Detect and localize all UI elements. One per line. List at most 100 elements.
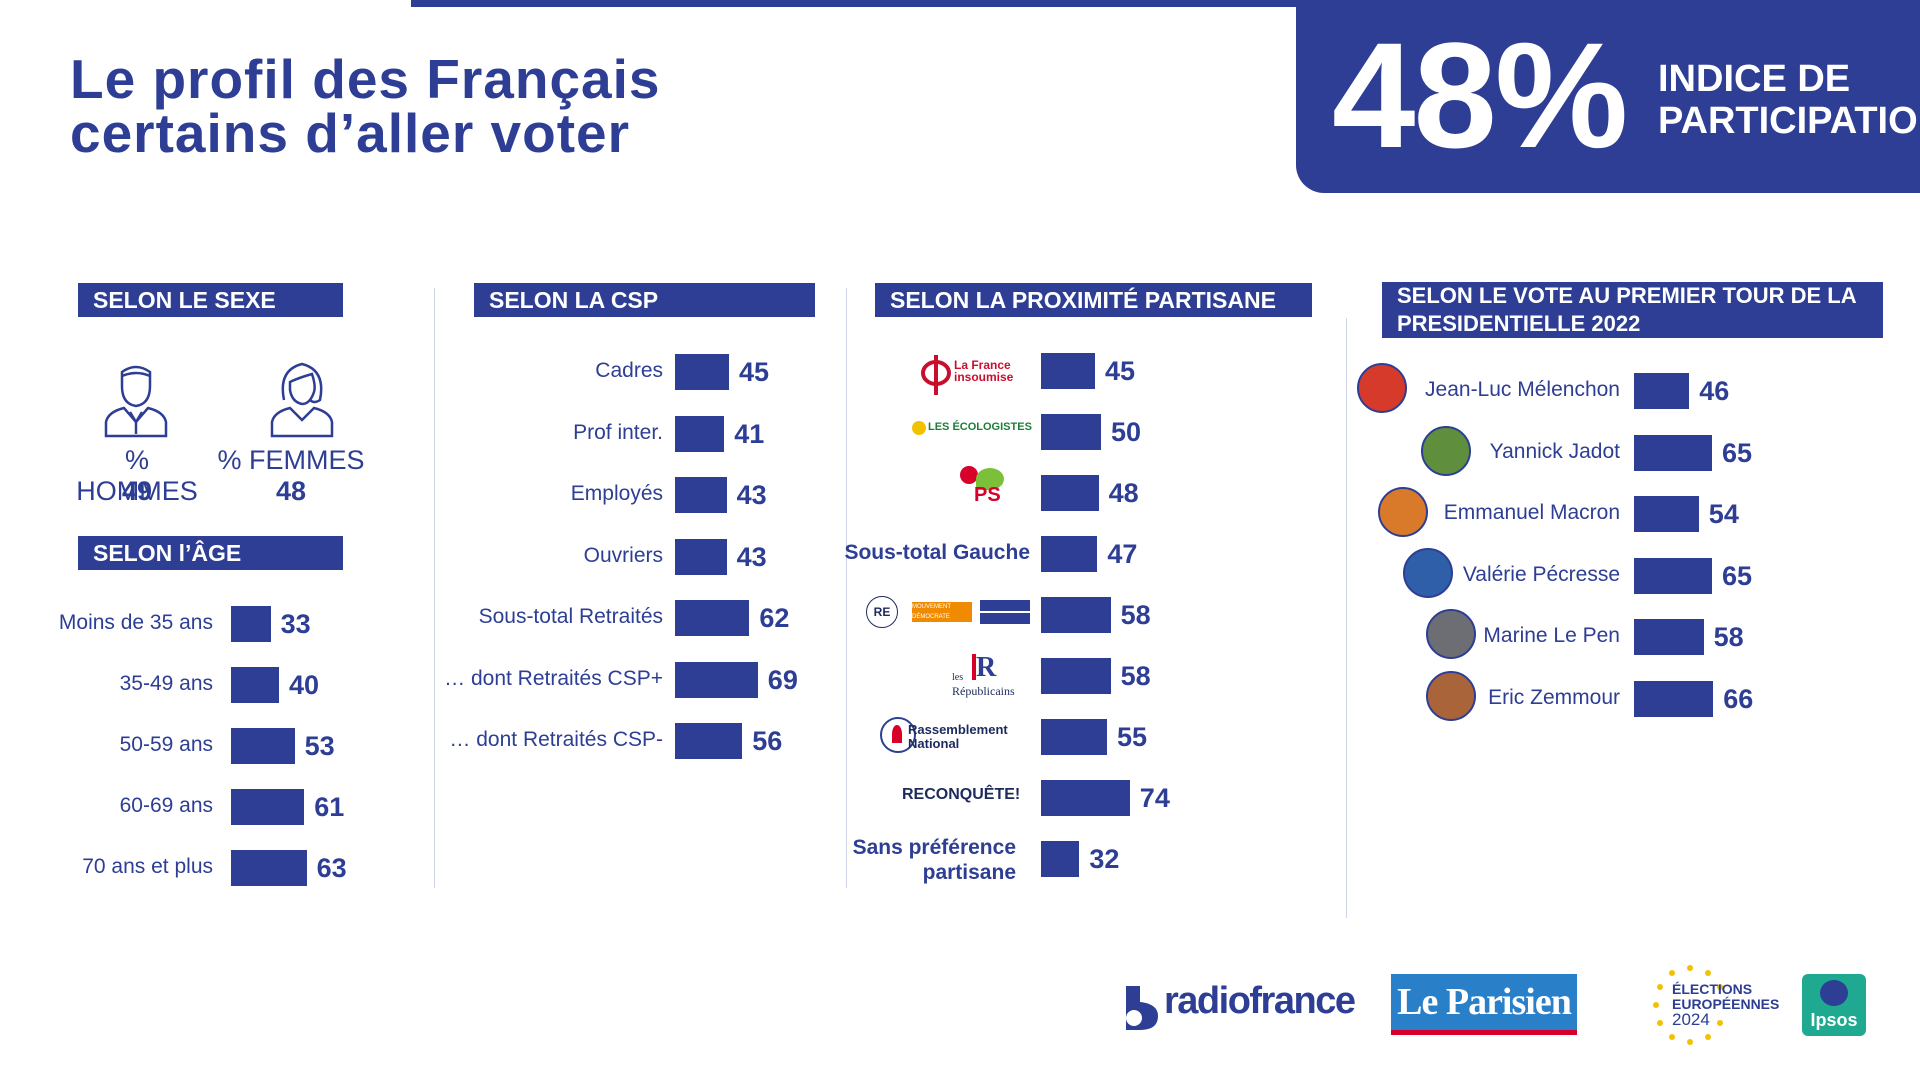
csp-value-0: 45 (739, 357, 770, 387)
partisan-value-2: 48 (1108, 478, 1139, 508)
csp-value-1: 41 (734, 418, 765, 449)
ecologistes-sun-icon (912, 421, 926, 435)
section-header-csp: SELON LA CSP (474, 283, 815, 317)
age-bar-0 (231, 606, 271, 642)
age-value-0: 33 (280, 609, 311, 639)
vote-bar-3 (1634, 557, 1712, 594)
elections-text-line-2: EUROPÉENNES (1672, 996, 1780, 1012)
age-value-2: 53 (304, 731, 335, 761)
partisan-bar-8 (1041, 841, 1080, 877)
elections-europeennes-logo: ÉLECTIONS EUROPÉENNES 2024 (1650, 962, 1780, 1048)
vote-bar-4 (1634, 619, 1704, 655)
eu-stars-icon (1653, 965, 1723, 1045)
elections-text: ÉLECTIONS EUROPÉENNES 2024 (1672, 982, 1780, 1029)
avatar-macron (1378, 487, 1428, 537)
ps-leaf-icon (976, 468, 1004, 490)
csp-bar-2 (675, 477, 727, 513)
partisan-bar-1 (1041, 414, 1101, 450)
vote-label-1: Yannick Jadot (1489, 439, 1620, 463)
partisan-value-5: 58 (1120, 661, 1151, 691)
csp-label-0: Cadres (595, 359, 663, 382)
partisan-bar-6 (1041, 719, 1107, 755)
csp-value-3: 43 (736, 541, 767, 572)
vote-bar-1 (1634, 434, 1712, 471)
partisan-bar-7 (1041, 780, 1130, 816)
age-label-1: 35-49 ans (119, 672, 213, 695)
lr-logo: R les Républicains (952, 652, 1022, 698)
femmes-value: 48 (275, 476, 307, 506)
leparisien-logo: Le Parisien (1391, 974, 1577, 1035)
reconquete-logo: RECONQUÊTE! (902, 786, 1026, 808)
vote-value-0: 46 (1699, 376, 1730, 406)
age-bar-1 (231, 667, 279, 703)
partisan-label-8: Sans préférence partisane (852, 836, 1016, 884)
partisan-bar-2 (1041, 475, 1099, 511)
ipsos-mark-icon (1820, 980, 1848, 1006)
age-value-4: 63 (316, 853, 347, 883)
avatar-zemmour (1426, 671, 1476, 721)
lfi-text-line-1: La France (954, 358, 1011, 372)
rn-logo: Rassemblement National (880, 717, 1010, 757)
age-value-1: 40 (289, 670, 320, 700)
age-label-3: 60-69 ans (119, 794, 213, 817)
ipsos-text: Ipsos (1810, 1010, 1858, 1030)
vote-value-4: 58 (1713, 622, 1744, 652)
rn-text: Rassemblement National (908, 723, 1008, 751)
vote-value-2: 54 (1708, 499, 1739, 529)
partisan-value-4: 58 (1120, 600, 1151, 630)
avatar-jadot (1421, 426, 1471, 476)
vote-value-3: 65 (1722, 560, 1753, 591)
csp-bar-1 (675, 415, 725, 452)
avatar-melenchon (1357, 363, 1407, 413)
avatar-le-pen (1426, 609, 1476, 659)
rn-flame-red (892, 725, 902, 743)
hommes-value: 49 (121, 476, 153, 506)
lr-text-republicains: Républicains (952, 684, 1015, 698)
kpi-label-line-1: INDICE DE (1658, 58, 1851, 100)
lfi-text: La France insoumise (954, 359, 1013, 383)
age-bar-3 (231, 789, 305, 825)
age-label-4: 70 ans et plus (82, 855, 213, 878)
vote-bar-2 (1634, 496, 1699, 532)
vote-bar-0 (1634, 373, 1690, 409)
lfi-logo: La France insoumise (918, 353, 1028, 397)
ensemble-logos: RE MOUVEMENT DÉMOCRATE (866, 596, 1030, 630)
kpi-label-line-2: PARTICIPATION (1658, 100, 1920, 142)
vote-label-0: Jean-Luc Mélenchon (1425, 378, 1620, 401)
lr-text-les: les (952, 672, 964, 683)
section-header-vote2022: SELON LE VOTE AU PREMIER TOUR DE LA PRES… (1382, 282, 1883, 338)
age-value-3: 61 (314, 792, 345, 822)
ecologistes-logo: LES ÉCOLOGISTES (912, 418, 1032, 442)
vote-value-5: 66 (1723, 683, 1754, 714)
radiofrance-mark-icon (1126, 986, 1158, 1030)
csp-value-4: 62 (759, 603, 790, 633)
partisan-value-7: 74 (1139, 783, 1170, 813)
ipsos-logo: Ipsos (1802, 974, 1866, 1036)
lr-red-stroke (972, 654, 976, 680)
leparisien-text: Le Parisien (1397, 981, 1572, 1023)
csp-bar-6 (675, 723, 743, 759)
partisan-value-0: 45 (1105, 356, 1136, 386)
csp-label-6: … dont Retraités CSP- (449, 728, 663, 751)
ps-text: PS (974, 484, 1001, 506)
partisan-value-3: 47 (1107, 539, 1138, 569)
age-label-2: 50-59 ans (119, 733, 213, 756)
section-header-partisan: SELON LA PROXIMITÉ PARTISANE (875, 283, 1312, 317)
column-divider-3 (1346, 318, 1347, 918)
page-title: Le profil des Français certains d’aller … (70, 52, 661, 164)
rn-text-line-1: Rassemblement (908, 722, 1008, 737)
vote-label-4: Marine Le Pen (1483, 624, 1620, 647)
partisan-bar-4 (1041, 597, 1111, 633)
column-divider-2 (846, 288, 847, 888)
csp-label-2: Employés (570, 482, 663, 505)
vote-label-2: Emmanuel Macron (1443, 501, 1620, 524)
title-line-2: certains d’aller voter (70, 102, 631, 164)
lfi-text-line-2: insoumise (954, 370, 1014, 384)
partisan-value-6: 55 (1117, 722, 1148, 752)
ps-rose-icon (960, 466, 978, 484)
section-header-sexe: SELON LE SEXE (78, 283, 343, 317)
partisan-bar-5 (1041, 658, 1111, 694)
csp-label-4: Sous-total Retraités (478, 605, 663, 628)
participation-kpi-box: 48% INDICE DE PARTICIPATION (1296, 0, 1920, 193)
csp-label-1: Prof inter. (573, 420, 663, 444)
